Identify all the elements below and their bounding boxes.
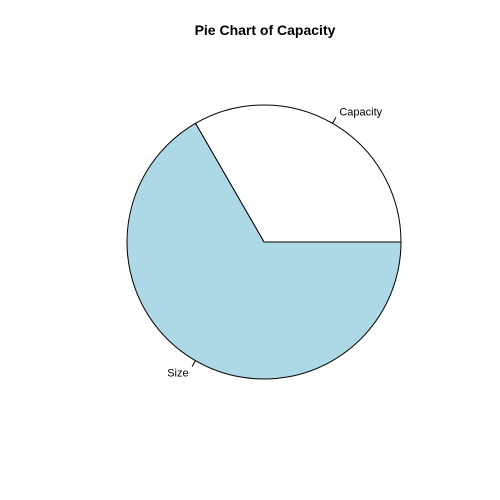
pie-label-capacity: Capacity — [339, 107, 382, 119]
pie-label-tick-size — [192, 361, 195, 367]
pie-slices — [127, 105, 401, 379]
pie-label-size: Size — [167, 368, 188, 380]
pie-label-tick-capacity — [333, 117, 336, 123]
chart-title: Pie Chart of Capacity — [195, 22, 336, 38]
